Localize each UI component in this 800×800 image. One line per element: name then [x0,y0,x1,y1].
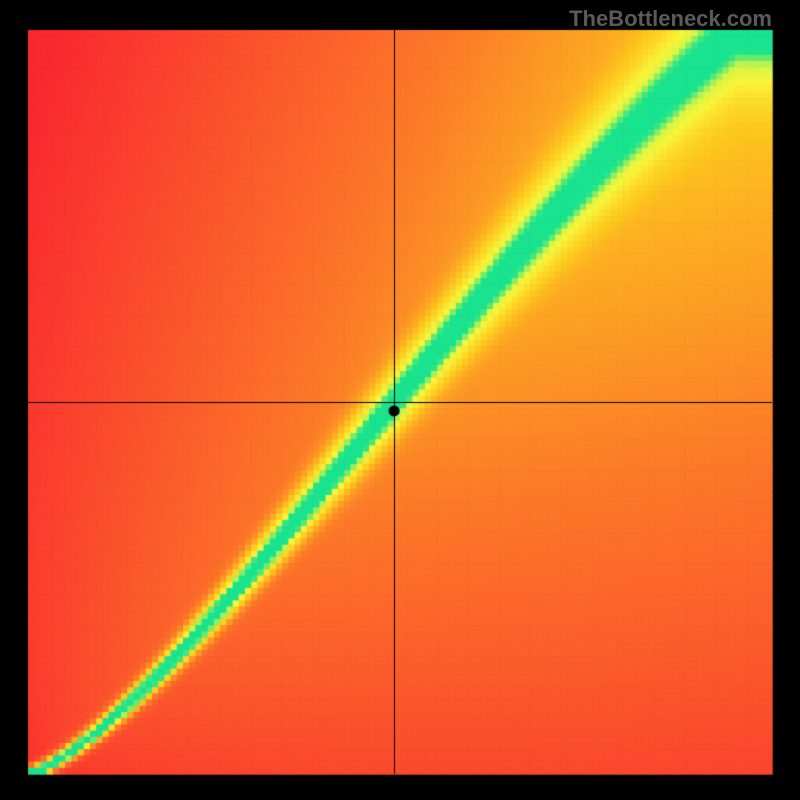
bottleneck-heatmap [0,0,800,800]
source-watermark: TheBottleneck.com [569,6,772,32]
heatmap-canvas [0,0,800,800]
